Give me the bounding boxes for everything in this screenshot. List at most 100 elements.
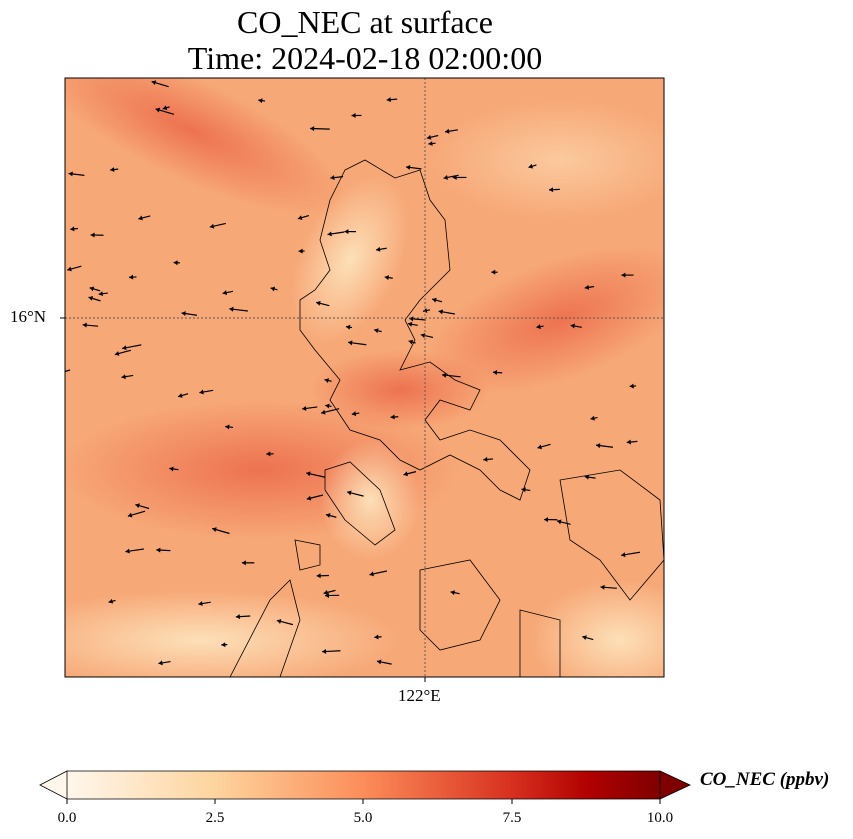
wind-arrow-head — [235, 614, 240, 620]
wind-arrow-head — [98, 291, 103, 297]
wind-arrow-head — [629, 383, 634, 389]
wind-arrow-head — [584, 474, 589, 480]
wind-arrow-head — [122, 345, 127, 351]
wind-arrow-head — [321, 409, 326, 415]
lat-tick-label: 16°N — [10, 307, 47, 326]
wind-arrow-head — [621, 272, 626, 278]
colorbar-label: CO_NEC (ppbv) — [700, 769, 830, 790]
wind-arrow-head — [276, 619, 282, 624]
wind-arrow-head — [222, 290, 228, 296]
wind-arrow-head — [348, 340, 353, 346]
wind-arrow-head — [590, 415, 595, 421]
co-field — [58, 78, 664, 677]
wind-arrow-head — [403, 471, 408, 477]
wind-arrow-head — [67, 266, 72, 272]
wind-arrow-head — [491, 269, 496, 275]
wind-arrow-head — [322, 648, 327, 654]
wind-arrow-head — [121, 374, 126, 380]
wind-arrow-head — [390, 414, 395, 420]
wind-arrow-head — [138, 215, 143, 221]
wind-arrow-head — [537, 444, 542, 450]
map-frame — [64, 77, 665, 678]
wind-arrow-head — [376, 659, 382, 665]
wind-arrow-head — [258, 98, 263, 104]
wind-arrow-head — [241, 560, 246, 566]
wind-arrow-head — [108, 598, 114, 604]
wind-vectors — [58, 80, 641, 666]
wind-arrow-head — [621, 552, 626, 558]
wind-arrow-head — [330, 175, 335, 181]
wind-arrow-head — [173, 260, 178, 266]
wind-arrow-head — [376, 246, 381, 252]
wind-arrow-head — [386, 97, 391, 103]
wind-arrow-head — [162, 105, 168, 111]
wind-arrow-head — [325, 403, 330, 409]
wind-arrow-head — [306, 495, 312, 501]
wind-arrow-head — [198, 601, 203, 607]
wind-arrow-head — [156, 547, 161, 553]
wind-arrow-head — [426, 134, 432, 140]
wind-arrow-head — [600, 584, 605, 590]
wind-arrow-head — [483, 456, 488, 462]
wind-arrow-head — [445, 128, 450, 134]
wind-arrow-head — [225, 424, 230, 430]
wind-arrow-head — [408, 339, 414, 345]
wind-arrow-head — [405, 164, 411, 170]
colorbar-tick: 0.0 — [57, 810, 77, 826]
wind-arrow-head — [584, 284, 590, 290]
wind-arrow-head — [114, 351, 120, 356]
wind-arrow-head — [270, 286, 276, 292]
wind-arrow-head — [266, 451, 271, 457]
wind-arrow-head — [310, 126, 315, 132]
wind-arrow-head — [351, 112, 356, 118]
wind-arrow-head — [90, 232, 95, 238]
wind-arrow-head — [347, 490, 352, 496]
wind-arrow-head — [384, 275, 390, 281]
wind-arrow-head — [199, 389, 204, 395]
wind-arrow-head — [325, 513, 331, 518]
wind-arrow-head — [221, 642, 226, 648]
wind-arrow-head — [521, 487, 526, 493]
wind-arrow-head — [544, 517, 549, 523]
plot-title: CO_NEC at surface — [237, 4, 493, 40]
wind-arrow-head — [528, 163, 534, 169]
wind-arrow-head — [158, 660, 163, 666]
wind-arrow-head — [68, 171, 73, 177]
wind-arrow-head — [344, 229, 349, 235]
wind-arrow-head — [549, 187, 554, 193]
wind-arrow-head — [407, 321, 413, 327]
wind-arrow-head — [492, 369, 498, 375]
wind-arrow-head — [58, 370, 63, 375]
wind-arrow-head — [369, 571, 374, 577]
wind-arrow-head — [450, 590, 455, 596]
wind-arrow-head — [441, 372, 447, 378]
wind-arrow-head — [570, 323, 575, 329]
wind-arrow-head — [229, 306, 234, 312]
wind-arrow-head — [323, 589, 329, 595]
coastline-luzon — [299, 159, 531, 501]
wind-arrow-head — [212, 527, 217, 533]
wind-arrow-head — [302, 405, 307, 411]
wind-arrow-head — [351, 411, 357, 417]
wind-arrow-head — [324, 378, 330, 383]
coastline-visayas — [229, 469, 664, 677]
wind-arrow-head — [125, 548, 130, 554]
wind-arrow-head — [127, 512, 133, 518]
colorbar-tick: 10.0 — [646, 810, 674, 826]
wind-arrow-head — [151, 80, 157, 86]
wind-arrow-head — [374, 634, 379, 640]
wind-arrow-head — [324, 592, 330, 598]
wind-arrow-head — [316, 573, 321, 579]
wind-arrow-head — [374, 328, 379, 334]
wind-arrow-head — [155, 107, 161, 113]
wind-arrow-head — [89, 286, 95, 292]
wind-arrow-head — [556, 519, 562, 525]
wind-arrow-head — [345, 324, 351, 330]
wind-arrow-head — [298, 248, 303, 254]
lon-tick-label: 122°E — [398, 686, 441, 705]
wind-arrow-head — [428, 141, 433, 147]
wind-arrow-head — [169, 466, 174, 472]
wind-arrow-head — [178, 393, 183, 398]
wind-arrow-head — [70, 226, 75, 232]
wind-arrow-head — [327, 231, 332, 237]
